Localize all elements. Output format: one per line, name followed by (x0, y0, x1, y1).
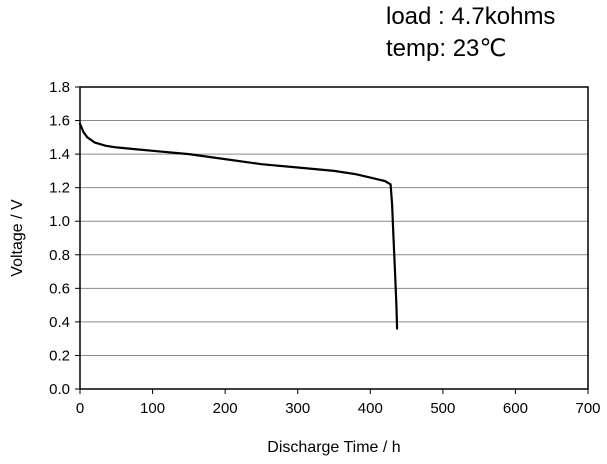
x-axis-title: Discharge Time / h (267, 439, 400, 456)
y-tick-label: 1.4 (49, 146, 70, 163)
temperature-annotation: temp: 23℃ (386, 35, 507, 62)
x-tick-label: 500 (430, 400, 455, 417)
plot-area-frame (79, 86, 589, 390)
y-tick-label: 0.8 (49, 247, 70, 264)
series-line-0 (78, 122, 399, 330)
y-tick-label: 1.6 (49, 113, 70, 130)
x-tick-label: 400 (358, 400, 383, 417)
x-tick-label: 200 (213, 400, 238, 417)
x-tick-label: 0 (76, 400, 84, 417)
x-tick-label: 700 (575, 400, 600, 417)
series-layer (78, 122, 399, 330)
y-tick-label: 1.2 (49, 180, 70, 197)
y-tick-label: 0.6 (49, 280, 70, 297)
x-tick-label: 100 (140, 400, 165, 417)
x-tick-label: 600 (503, 400, 528, 417)
y-tick-label: 0.2 (49, 347, 70, 364)
grid-lines (80, 120, 588, 356)
y-tick-label: 0.0 (49, 381, 70, 398)
y-tick-label: 1.8 (49, 79, 70, 96)
y-axis-title: Voltage / V (9, 199, 26, 277)
y-tick-label: 1.0 (49, 213, 70, 230)
load-annotation: load : 4.7kohms (386, 3, 556, 30)
y-tick-label: 0.4 (49, 314, 70, 331)
axis-ticks: 0.0 0.2 0.4 0.6 0.8 1.0 1.2 1.4 1.6 1.8 0 100 200 300… (49, 79, 600, 417)
x-tick-label: 300 (285, 400, 310, 417)
